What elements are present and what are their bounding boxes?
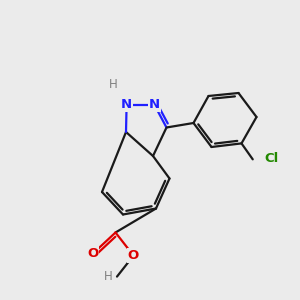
Text: O: O — [87, 247, 99, 260]
Text: N: N — [121, 98, 132, 112]
Text: O: O — [128, 249, 139, 262]
Text: H: H — [109, 77, 118, 91]
Text: N: N — [149, 98, 160, 112]
Text: H: H — [104, 270, 112, 283]
Text: Cl: Cl — [265, 152, 279, 165]
